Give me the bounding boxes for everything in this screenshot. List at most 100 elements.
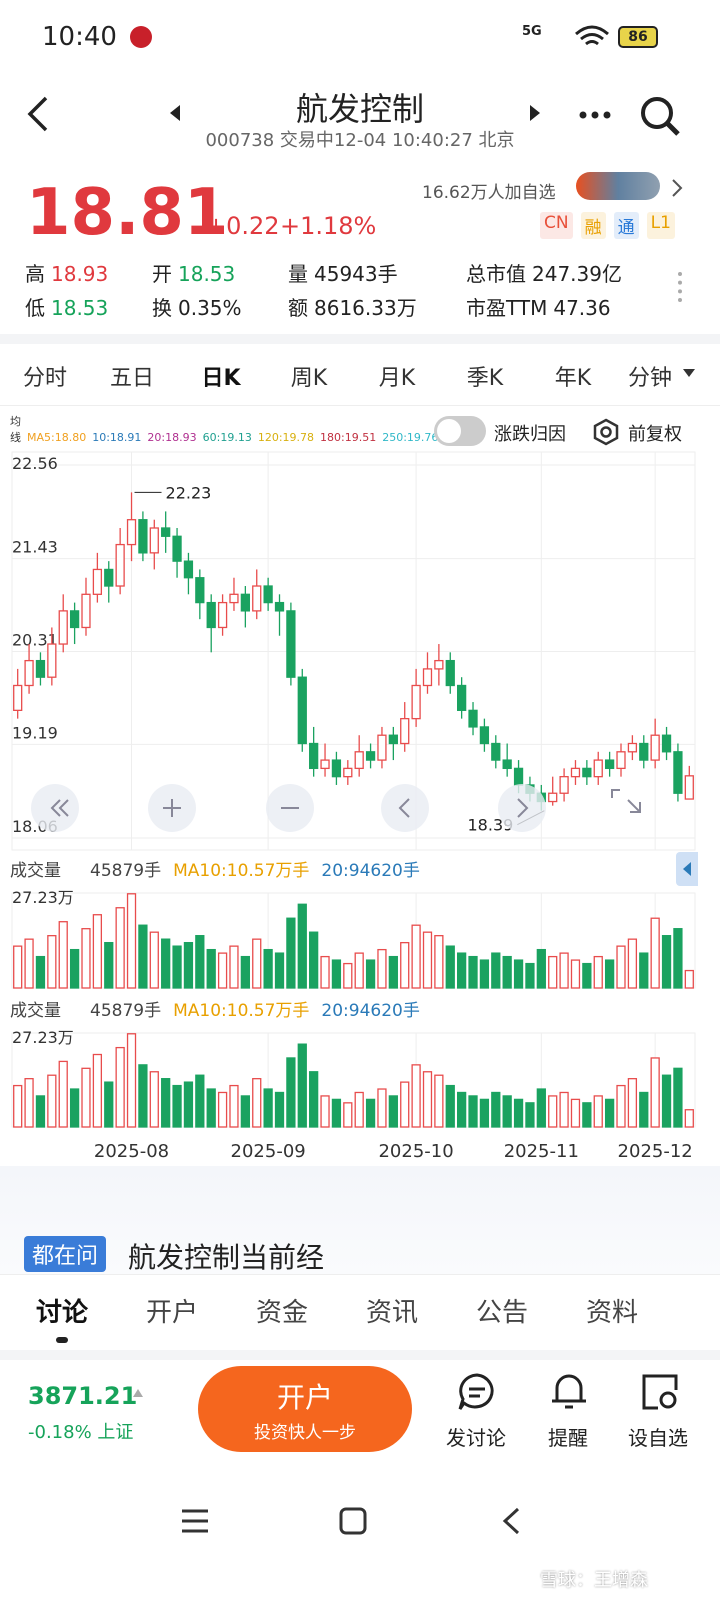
discuss-icon[interactable] xyxy=(456,1372,498,1412)
stat-label: 低 xyxy=(25,296,45,320)
next-stock[interactable] xyxy=(528,104,542,122)
stock-title: 航发控制 xyxy=(295,90,424,128)
volume-bar xyxy=(104,1081,114,1128)
volume-bar xyxy=(240,1095,250,1128)
question-tag: 都在问 xyxy=(24,1236,107,1272)
candle-body xyxy=(195,577,205,604)
volume-bar xyxy=(58,1060,68,1128)
volume-bar xyxy=(684,969,694,989)
volume-bar xyxy=(309,1071,319,1128)
volume-bar xyxy=(263,1088,273,1128)
period-tab[interactable]: 分时 xyxy=(22,366,68,391)
alert-icon[interactable] xyxy=(549,1370,589,1412)
period-tab[interactable]: 月K xyxy=(378,366,416,391)
candle-body xyxy=(69,610,80,629)
volume-bar xyxy=(570,1098,581,1128)
battery: 86 xyxy=(618,26,658,48)
followers-more[interactable] xyxy=(670,178,684,198)
ma-item: 60:19.13 xyxy=(202,431,252,444)
ma-item: 10:18.91 xyxy=(92,431,142,444)
volume-tick-label: 27.23万 xyxy=(12,888,74,907)
expand-icon[interactable] xyxy=(611,789,641,813)
panel-toggle[interactable] xyxy=(676,852,698,886)
volume-legend-item: MA10:10.57万手 xyxy=(173,861,309,881)
volume-bar xyxy=(161,938,171,989)
nav-menu[interactable] xyxy=(180,1508,210,1534)
nav-glyph xyxy=(517,798,529,818)
action-label[interactable]: 提醒 xyxy=(548,1426,588,1450)
volume-bar xyxy=(331,1098,342,1128)
volume-bar xyxy=(570,959,581,989)
prev-stock[interactable] xyxy=(168,104,182,122)
volume-bar xyxy=(183,941,194,989)
volume-bar xyxy=(286,917,296,989)
volume-bar xyxy=(195,1074,205,1128)
period-tab[interactable]: 分钟 xyxy=(627,366,673,391)
nav-back[interactable] xyxy=(500,1506,522,1536)
watchlist-icon[interactable] xyxy=(640,1372,680,1412)
x-tick-label: 2025-08 xyxy=(94,1141,169,1162)
stat: 开 18.53 xyxy=(152,258,235,287)
nav-home[interactable] xyxy=(338,1506,368,1536)
volume-bar xyxy=(627,1078,638,1128)
volume-bar xyxy=(354,1091,364,1128)
period-tab[interactable]: 季K xyxy=(466,366,504,391)
volume-bar xyxy=(388,955,398,989)
more-button[interactable] xyxy=(578,110,612,120)
back-button[interactable] xyxy=(24,96,54,132)
volume-bar xyxy=(354,952,364,989)
dropdown-icon[interactable] xyxy=(682,368,696,378)
content-tab[interactable]: 资料 xyxy=(585,1298,639,1328)
action-label[interactable]: 发讨论 xyxy=(446,1426,506,1450)
candle-body xyxy=(104,568,114,587)
period-tab[interactable]: 日K xyxy=(201,366,241,391)
volume-bar xyxy=(263,948,273,989)
candle-body xyxy=(331,759,342,778)
candle-body xyxy=(513,767,524,786)
open-account-button[interactable]: 开户 投资快人一步 xyxy=(198,1366,412,1452)
volume-bar xyxy=(582,962,592,989)
volume-bar xyxy=(274,952,285,989)
period-tab[interactable]: 年K xyxy=(554,366,592,391)
content-tab[interactable]: 资金 xyxy=(255,1298,309,1328)
adjust-icon[interactable] xyxy=(592,418,620,446)
stat-label: 市盈TTM xyxy=(466,296,548,320)
volume-bar xyxy=(47,935,57,989)
candle-body xyxy=(81,593,91,629)
volume-bar xyxy=(172,1084,182,1128)
question-text[interactable]: 航发控制当前经 xyxy=(128,1241,325,1274)
content-tab[interactable]: 讨论 xyxy=(35,1298,89,1328)
volume-bar xyxy=(13,945,23,989)
volume-bar xyxy=(81,1067,91,1128)
chart-nav-button[interactable] xyxy=(381,784,429,832)
volume-bar xyxy=(183,1081,194,1128)
ma-title: 均线 xyxy=(10,415,21,444)
candle-body xyxy=(445,659,455,687)
volume-bar xyxy=(206,1088,216,1128)
candle-body xyxy=(24,659,34,687)
chart-nav-button[interactable] xyxy=(498,784,546,832)
volume-bar xyxy=(513,959,524,989)
content-tab[interactable]: 资讯 xyxy=(365,1298,419,1328)
content-tab[interactable]: 开户 xyxy=(145,1298,199,1328)
period-tab[interactable]: 五日 xyxy=(109,366,155,391)
y-tick-label: 20.31 xyxy=(12,631,58,650)
period-tab[interactable]: 周K xyxy=(290,366,328,391)
chart-nav-button[interactable] xyxy=(31,784,79,832)
search-button[interactable] xyxy=(638,94,682,138)
toggle-label: 涨跌归因 xyxy=(494,424,566,445)
nav-glyph xyxy=(50,799,69,817)
action-label[interactable]: 设自选 xyxy=(628,1426,688,1450)
tab-bar-bg xyxy=(0,1274,720,1350)
ma-item: 180:19.51 xyxy=(320,431,377,444)
volume-bar xyxy=(217,1091,228,1128)
volume-bar xyxy=(582,1102,592,1128)
volume-bar xyxy=(229,945,239,989)
toggle-switch[interactable] xyxy=(434,416,486,446)
volume-bar xyxy=(69,948,80,989)
content-tab[interactable]: 公告 xyxy=(475,1298,529,1328)
volume-bar xyxy=(92,1053,103,1128)
badge: 融 xyxy=(580,212,606,239)
stat-value: 18.93 xyxy=(51,262,109,286)
volume-bar xyxy=(297,903,307,989)
